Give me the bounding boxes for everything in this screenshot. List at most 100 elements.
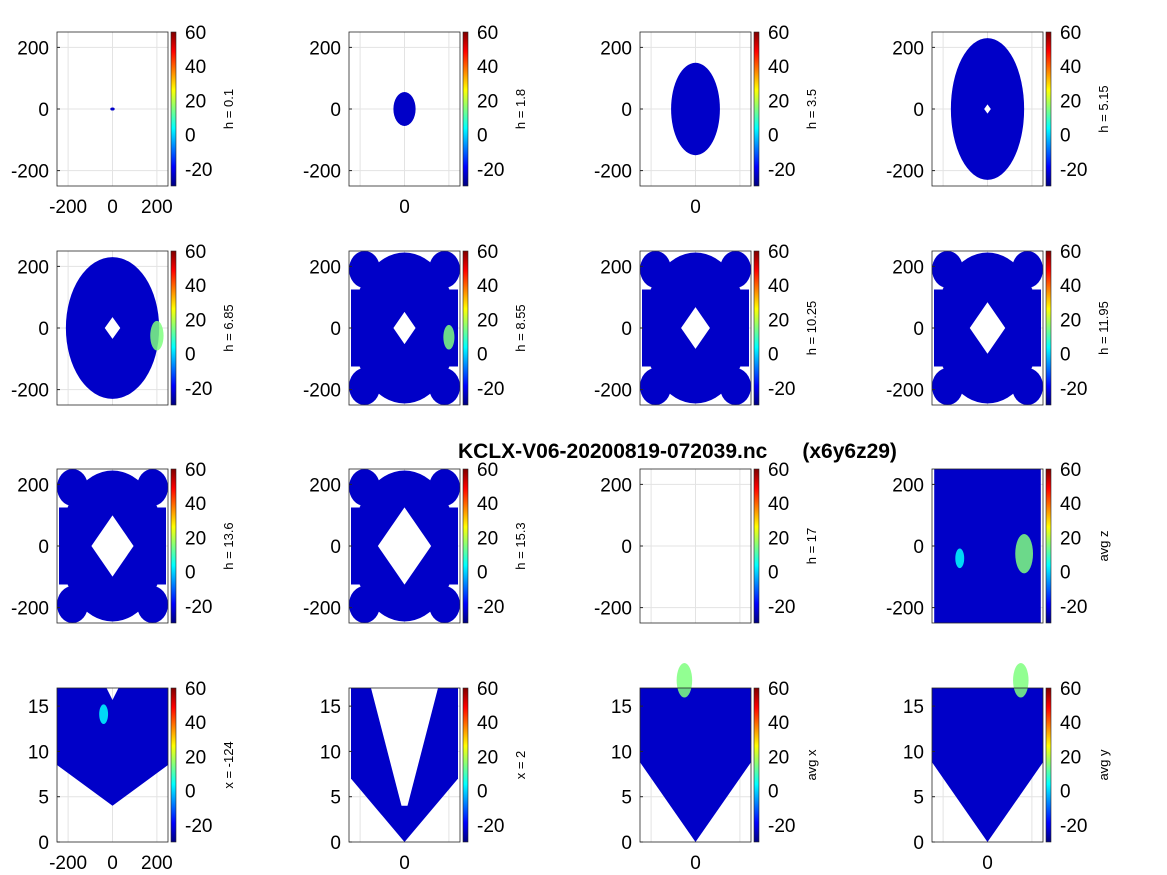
data-field bbox=[640, 663, 751, 842]
colorbar-tick-label: 20 bbox=[768, 528, 789, 549]
colorbar-tick-label: -20 bbox=[768, 379, 795, 400]
colorbar-tick-label: 60 bbox=[768, 23, 789, 44]
colorbar-tick-label: -20 bbox=[1060, 597, 1087, 618]
xtick-label: 200 bbox=[141, 197, 173, 218]
colorbar-tick-label: 60 bbox=[477, 242, 498, 263]
ytick-label: 0 bbox=[330, 537, 341, 558]
panel-label: avg z bbox=[1096, 530, 1111, 561]
colorbar-frame bbox=[1045, 468, 1052, 624]
no-data-gap bbox=[377, 507, 432, 585]
colorbar-tick-label: 0 bbox=[477, 563, 488, 584]
colorbar-frame bbox=[462, 31, 469, 187]
colorbar-tick-label: 0 bbox=[477, 126, 488, 147]
panel-14: 15 10 5 0 0 60 40 20 0 -20 x = 2 bbox=[320, 679, 528, 874]
ytick-label: 0 bbox=[913, 833, 924, 854]
ytick-label: 10 bbox=[320, 742, 341, 763]
colorbar bbox=[463, 688, 468, 842]
colorbar bbox=[1046, 32, 1051, 186]
ytick-label: 200 bbox=[17, 475, 49, 496]
colorbar bbox=[1046, 688, 1051, 842]
echo-area bbox=[1011, 251, 1043, 288]
echo-area bbox=[136, 586, 169, 624]
ytick-label: -200 bbox=[11, 381, 49, 402]
colorbar-tick-label: -20 bbox=[768, 160, 795, 181]
echo-area bbox=[349, 368, 381, 405]
colorbar bbox=[171, 251, 176, 405]
axes-frame bbox=[56, 687, 169, 843]
panel-label: avg y bbox=[1096, 749, 1111, 781]
colorbar-tick-label: -20 bbox=[1060, 379, 1087, 400]
colorbar bbox=[1046, 469, 1051, 623]
colorbar-tick-label: 40 bbox=[477, 494, 498, 515]
echo-area bbox=[428, 368, 460, 405]
xtick-label: 0 bbox=[399, 853, 410, 874]
echo-area bbox=[110, 107, 115, 111]
xtick-label: 0 bbox=[690, 197, 701, 218]
echo-area bbox=[719, 251, 752, 288]
colorbar bbox=[463, 32, 468, 186]
colorbar-frame bbox=[753, 250, 760, 406]
colorbar-tick-label: 60 bbox=[477, 23, 498, 44]
ytick-label: 200 bbox=[892, 38, 924, 59]
echo-area bbox=[349, 469, 381, 506]
xtick-label: 0 bbox=[107, 853, 118, 874]
panel-label: h = 10.25 bbox=[804, 301, 819, 356]
colorbar-tick-label: 40 bbox=[185, 276, 206, 297]
ytick-label: 10 bbox=[28, 742, 49, 763]
panel-label: h = 0.1 bbox=[221, 89, 236, 129]
colorbar-tick-label: -20 bbox=[768, 816, 795, 837]
ytick-label: 200 bbox=[600, 257, 632, 278]
colorbar-tick-label: 20 bbox=[477, 528, 498, 549]
ytick-label: 200 bbox=[309, 257, 341, 278]
colorbar-tick-label: -20 bbox=[185, 160, 212, 181]
colorbar-tick-label: 20 bbox=[185, 528, 206, 549]
colorbar-tick-label: 20 bbox=[768, 310, 789, 331]
ytick-label: 200 bbox=[17, 38, 49, 59]
data-field bbox=[671, 62, 720, 156]
colorbar-tick-label: 20 bbox=[1060, 528, 1081, 549]
ytick-label: 200 bbox=[309, 38, 341, 59]
colorbar-tick-label: 60 bbox=[477, 679, 498, 700]
data-field bbox=[57, 688, 168, 806]
data-field bbox=[950, 38, 1025, 180]
axes-frame bbox=[639, 687, 752, 843]
colorbar-tick-label: 0 bbox=[1060, 126, 1071, 147]
no-data-gap bbox=[104, 317, 121, 339]
colorbar-tick-label: 0 bbox=[185, 782, 196, 803]
ytick-label: 10 bbox=[611, 742, 632, 763]
ytick-label: 0 bbox=[330, 833, 341, 854]
colorbar-tick-label: -20 bbox=[185, 816, 212, 837]
colorbar-tick-label: 60 bbox=[1060, 23, 1081, 44]
ytick-label: 200 bbox=[17, 257, 49, 278]
colorbar-tick-label: -20 bbox=[477, 379, 504, 400]
reflectivity-hotspot bbox=[1015, 533, 1034, 574]
panel-label: h = 15.3 bbox=[513, 522, 528, 569]
ytick-label: -200 bbox=[11, 162, 49, 183]
xtick-label: 0 bbox=[399, 197, 410, 218]
colorbar-tick-label: 0 bbox=[1060, 782, 1071, 803]
ytick-label: -200 bbox=[594, 162, 632, 183]
data-field bbox=[934, 469, 1041, 623]
colorbar-tick-label: 0 bbox=[185, 345, 196, 366]
data-field bbox=[349, 469, 460, 624]
no-data-gap bbox=[91, 515, 134, 577]
echo-area bbox=[57, 469, 89, 506]
data-field bbox=[932, 251, 1043, 405]
colorbar-frame bbox=[462, 468, 469, 624]
axes-frame bbox=[348, 687, 461, 843]
colorbar-frame bbox=[753, 687, 760, 843]
echo-area bbox=[428, 586, 460, 624]
colorbar-tick-label: 20 bbox=[477, 310, 498, 331]
colorbar bbox=[754, 469, 759, 623]
data-field bbox=[110, 107, 115, 111]
echo-area bbox=[349, 586, 381, 624]
colorbar-tick-label: 60 bbox=[768, 679, 789, 700]
echo-area bbox=[671, 62, 720, 156]
no-data-gap bbox=[393, 311, 416, 345]
ytick-label: 15 bbox=[28, 697, 49, 718]
